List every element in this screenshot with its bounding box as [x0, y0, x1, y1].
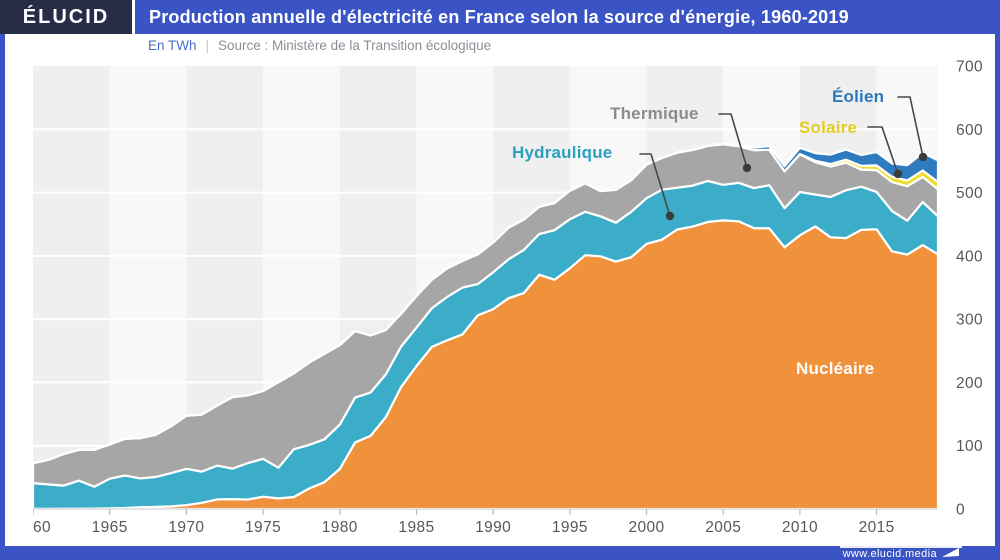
source-label: Source : Ministère de la Transition écol… [218, 38, 492, 53]
svg-text:1960: 1960 [33, 519, 51, 536]
svg-text:2000: 2000 [629, 519, 665, 536]
svg-text:2010: 2010 [782, 519, 818, 536]
page-title: Production annuelle d'électricité en Fra… [132, 0, 1000, 34]
svg-text:1975: 1975 [245, 519, 281, 536]
website-link[interactable]: www.elucid.media [842, 547, 937, 560]
svg-text:200: 200 [956, 375, 983, 392]
footer-bar: www.elucid.media [0, 546, 1000, 560]
right-border [995, 0, 1000, 560]
svg-text:300: 300 [956, 312, 983, 329]
svg-text:400: 400 [956, 248, 983, 265]
svg-text:0: 0 [956, 502, 965, 519]
svg-text:1980: 1980 [322, 519, 358, 536]
series-label-thermique: Thermique [610, 104, 699, 123]
brand-logo: ÉLUCID [0, 0, 132, 34]
svg-text:1965: 1965 [92, 519, 128, 536]
production-area-chart: 1960196519701975198019851990199520002005… [33, 59, 983, 536]
svg-text:2015: 2015 [859, 519, 895, 536]
header-bar: ÉLUCID Production annuelle d'électricité… [0, 0, 1000, 34]
left-border [0, 0, 5, 560]
svg-text:100: 100 [956, 438, 983, 455]
series-label-solaire: Solaire [799, 118, 858, 137]
series-label-nucleaire: Nucléaire [796, 359, 875, 378]
series-label-eolien: Éolien [832, 87, 885, 106]
svg-text:600: 600 [956, 122, 983, 139]
series-label-hydraulique: Hydraulique [512, 143, 613, 162]
svg-text:2005: 2005 [705, 519, 741, 536]
svg-text:1970: 1970 [168, 519, 204, 536]
subtitle-row: En TWh | Source : Ministère de la Transi… [148, 34, 491, 57]
flag-icon [942, 547, 959, 557]
unit-label: En TWh [148, 38, 197, 53]
footer-rule [840, 546, 962, 548]
svg-text:1995: 1995 [552, 519, 588, 536]
svg-text:1990: 1990 [475, 519, 511, 536]
svg-text:1985: 1985 [398, 519, 434, 536]
svg-text:700: 700 [956, 59, 983, 76]
subtitle-separator: | [205, 38, 210, 53]
svg-text:500: 500 [956, 185, 983, 202]
